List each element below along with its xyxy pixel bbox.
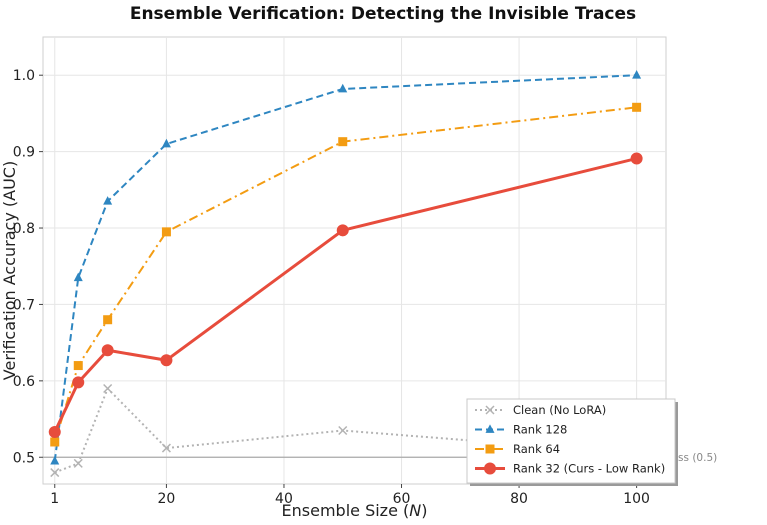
x-tick-label: 40 xyxy=(275,491,293,507)
data-point xyxy=(72,376,85,389)
data-point xyxy=(338,83,348,93)
data-point xyxy=(338,425,348,436)
data-point xyxy=(336,224,349,237)
legend-label: Clean (No LoRA) xyxy=(513,403,606,417)
series-line xyxy=(54,387,637,474)
data-point xyxy=(338,137,348,147)
series-2 xyxy=(50,102,642,447)
x-axis-label: Ensemble Size (N) xyxy=(282,501,428,520)
legend-label: Rank 64 xyxy=(513,442,560,456)
data-point xyxy=(50,468,60,478)
x-tick-label: 100 xyxy=(623,491,650,507)
x-tick-label: 80 xyxy=(510,491,528,507)
data-point xyxy=(73,458,83,468)
data-point xyxy=(160,354,173,367)
series-1 xyxy=(50,70,642,465)
x-tick-label: 1 xyxy=(50,491,59,507)
legend: Clean (No LoRA) Rank 128 Rank 64 Rank 32 (C… xyxy=(466,398,678,486)
data-point xyxy=(632,102,642,112)
legend-marker xyxy=(484,462,496,475)
data-point xyxy=(161,138,171,148)
legend-label: Rank 128 xyxy=(513,423,567,437)
data-point xyxy=(632,70,642,79)
x-axis-label-variable: N xyxy=(409,501,421,520)
legend-entry: Rank 32 (Curs - Low Rank) xyxy=(475,462,665,476)
chart-title: Ensemble Verification: Detecting the Inv… xyxy=(130,4,636,24)
data-point xyxy=(73,272,83,282)
legend-marker xyxy=(485,444,495,454)
data-point xyxy=(50,455,60,465)
y-tick-label: 0.9 xyxy=(13,145,35,161)
legend-marker xyxy=(485,424,495,433)
data-point xyxy=(103,315,113,325)
series-3 xyxy=(48,152,643,439)
legend-entry: Clean (No LoRA) xyxy=(475,403,606,417)
data-point xyxy=(103,383,113,394)
x-axis-label-end: ) xyxy=(421,501,427,520)
axes: 1 20 40 60 80 100 0.5 0.6 0.7 0.8 0.9 1.0 xyxy=(13,68,650,507)
series-group xyxy=(48,70,643,478)
data-point xyxy=(101,344,114,357)
legend-entry: Rank 64 xyxy=(475,442,560,456)
y-tick-label: 0.8 xyxy=(13,221,35,237)
legend-label: Rank 32 (Curs - Low Rank) xyxy=(513,462,665,476)
data-point xyxy=(103,196,113,205)
y-tick-label: 0.5 xyxy=(13,450,35,466)
x-tick-label: 20 xyxy=(158,491,176,507)
data-point xyxy=(48,426,61,439)
data-point xyxy=(161,227,171,237)
data-point xyxy=(161,443,171,453)
series-line xyxy=(53,157,637,433)
y-tick-label: 1.0 xyxy=(13,68,35,84)
data-point xyxy=(630,152,643,165)
y-tick-label: 0.6 xyxy=(13,374,35,390)
data-point xyxy=(50,437,60,447)
data-point xyxy=(73,361,83,371)
series-line xyxy=(53,74,637,462)
x-tick-label: 60 xyxy=(393,491,411,507)
y-axis-label: Verification Accuracy (AUC) xyxy=(0,161,19,380)
y-tick-label: 0.7 xyxy=(13,297,35,313)
legend-marker xyxy=(485,405,495,415)
legend-entry: Rank 128 xyxy=(475,423,567,437)
x-axis-label-text: Ensemble Size ( xyxy=(282,501,410,520)
